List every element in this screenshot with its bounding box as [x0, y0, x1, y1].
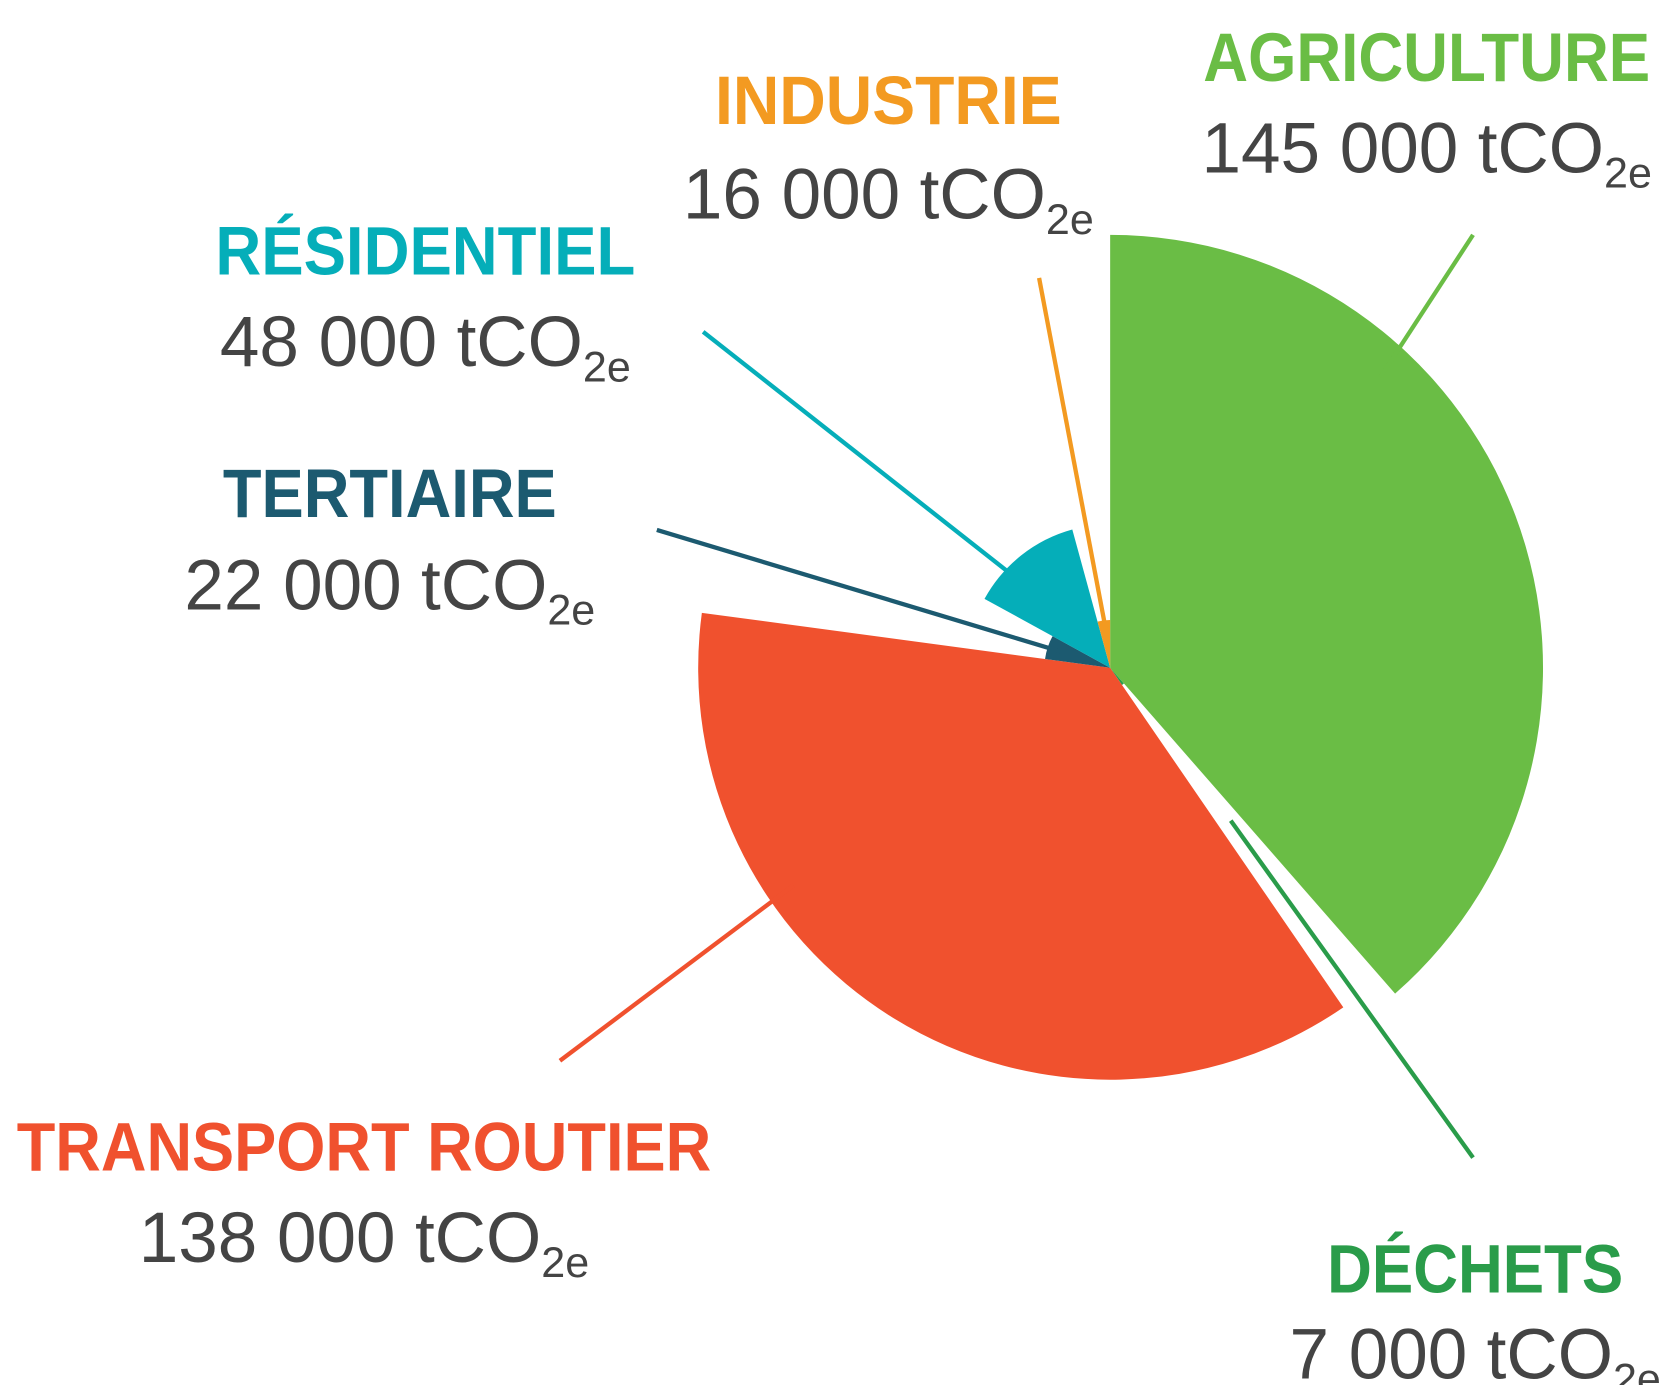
value-number: 16 000 — [683, 156, 900, 235]
value-label: 16 000 tCO2e — [683, 156, 1094, 244]
unit-subscript: 2e — [583, 343, 631, 391]
unit: tCO — [421, 547, 547, 626]
unit-subscript: 2e — [1604, 149, 1652, 197]
rose-slice — [1110, 667, 1124, 685]
unit: tCO — [457, 303, 583, 382]
unit: tCO — [415, 1199, 541, 1278]
unit: tCO — [920, 156, 1046, 235]
leader-line — [1229, 819, 1475, 1159]
unit-subscript: 2e — [547, 587, 595, 635]
value-number: 138 000 — [139, 1199, 396, 1278]
rose-slice — [1045, 636, 1111, 668]
leader-line — [1036, 277, 1110, 636]
category-label: AGRICULTURE — [1203, 19, 1650, 96]
category-label: TERTIAIRE — [223, 455, 557, 532]
value-label: 7 000 tCO2e — [1289, 1315, 1660, 1385]
rose-slice — [1110, 234, 1544, 994]
unit-subscript: 2e — [541, 1239, 589, 1287]
value-number: 22 000 — [184, 547, 401, 626]
unit-subscript: 2e — [1613, 1355, 1661, 1385]
leader-line — [558, 883, 795, 1063]
value-label: 48 000 tCO2e — [220, 303, 631, 391]
value-label: 145 000 tCO2e — [1202, 109, 1652, 197]
rose-slice — [984, 529, 1111, 668]
category-label: RÉSIDENTIEL — [215, 213, 635, 290]
leader-line — [1378, 233, 1475, 379]
leader-line — [701, 330, 1009, 573]
unit-subscript: 2e — [1046, 196, 1094, 244]
category-label: DÉCHETS — [1327, 1230, 1623, 1307]
category-label: TRANSPORT ROUTIER — [17, 1109, 712, 1186]
value-number: 145 000 — [1202, 109, 1459, 188]
category-label: INDUSTRIE — [715, 62, 1062, 139]
unit: tCO — [1487, 1315, 1613, 1385]
value-label: 138 000 tCO2e — [139, 1199, 589, 1287]
unit: tCO — [1478, 109, 1604, 188]
value-label: 22 000 tCO2e — [184, 547, 595, 635]
value-number: 7 000 — [1289, 1315, 1467, 1385]
value-number: 48 000 — [220, 303, 437, 382]
rose-slice — [698, 612, 1344, 1080]
leader-line — [656, 527, 1062, 654]
